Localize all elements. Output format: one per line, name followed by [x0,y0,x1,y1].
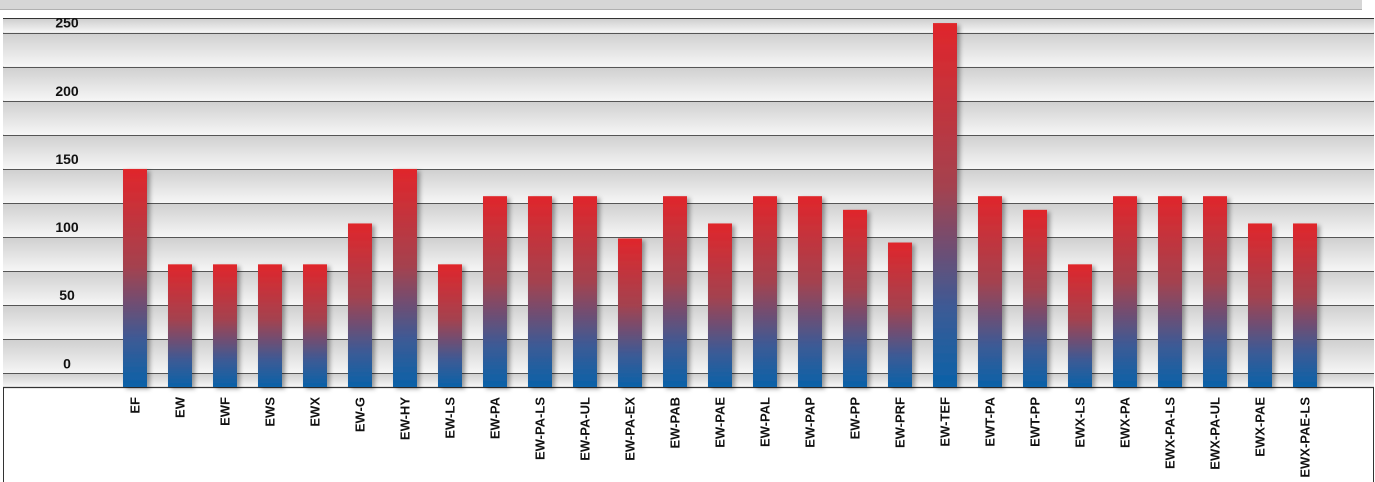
bar [123,168,147,387]
bars [123,23,1317,387]
category-label: EW-PA [488,396,503,439]
bar [888,242,912,387]
category-label: EW-PAB [668,397,683,449]
y-tick-label: 0 [63,355,71,371]
category-label: EW-PA-LS [533,397,548,460]
bar [1023,209,1047,387]
category-label: EW-PAL [758,397,773,447]
category-label: EW-PAP [803,397,818,448]
category-label: EWF [218,397,233,426]
bar [393,168,417,387]
bar [1158,196,1182,387]
category-label: EW-G [353,397,368,432]
y-tick-label: 200 [55,83,79,99]
bar [303,264,327,387]
category-label: EW-LS [443,397,458,439]
bar [213,264,237,387]
category-label: EW-PP [848,397,863,440]
category-label: EWT-PA [983,396,998,446]
bar [483,196,507,387]
bar [1068,264,1092,387]
category-label: EWX-PA [1118,396,1133,448]
y-axis-tick-labels: 0 50 100 150 200 250 [55,15,79,372]
y-tick-label: 150 [55,151,79,167]
category-label: EW-HY [398,397,413,440]
bar [798,196,822,387]
bar [708,223,732,387]
bar [1203,196,1227,387]
bar [843,209,867,387]
y-tick-label: 50 [59,287,75,303]
plot-band [3,19,1374,33]
y-tick-label: 100 [55,219,79,235]
category-label: EW-PA-EX [623,397,638,461]
bar [348,223,372,387]
bar [753,196,777,387]
bar [1113,196,1137,387]
category-label: EWX [308,397,323,427]
bar [573,196,597,387]
category-label: EW-PRF [893,397,908,448]
category-label: EWS [263,397,278,427]
category-label: EW [173,396,188,418]
category-area [3,387,1374,482]
category-label: EWX-PA-UL [1208,397,1223,470]
bar [168,264,192,387]
plot-band [3,168,1374,203]
category-labels: EF EW EWF EWS EWX EW-G EW-HY EW-LS EW-PA EW-PA-LS… [128,396,1313,477]
y-tick-label: 250 [55,15,79,31]
category-label: EF [128,397,143,414]
category-label: EW-PA-UL [578,397,593,461]
category-label: EWT-PP [1028,397,1043,447]
gridlines [3,33,1374,389]
category-label: EWX-PA-LS [1163,397,1178,469]
bar [528,196,552,387]
plot-band [3,66,1374,101]
bar [978,196,1002,387]
top-strip [0,0,1362,9]
category-label: EWX-PAE [1253,397,1268,457]
plot-band [3,203,1374,238]
category-label: EWX-PAE-LS [1298,397,1313,478]
plot-band [3,134,1374,169]
plot-band [3,32,1374,67]
category-label: EW-TEF [938,397,953,447]
bar [663,196,687,387]
bar [933,23,957,387]
bar [438,264,462,387]
category-label: EW-PAE [713,397,728,448]
category-label: EWX-LS [1073,397,1088,448]
bar [1293,223,1317,387]
bar [618,238,642,387]
plot-band [3,100,1374,135]
bar [258,264,282,387]
bar [1248,223,1272,387]
